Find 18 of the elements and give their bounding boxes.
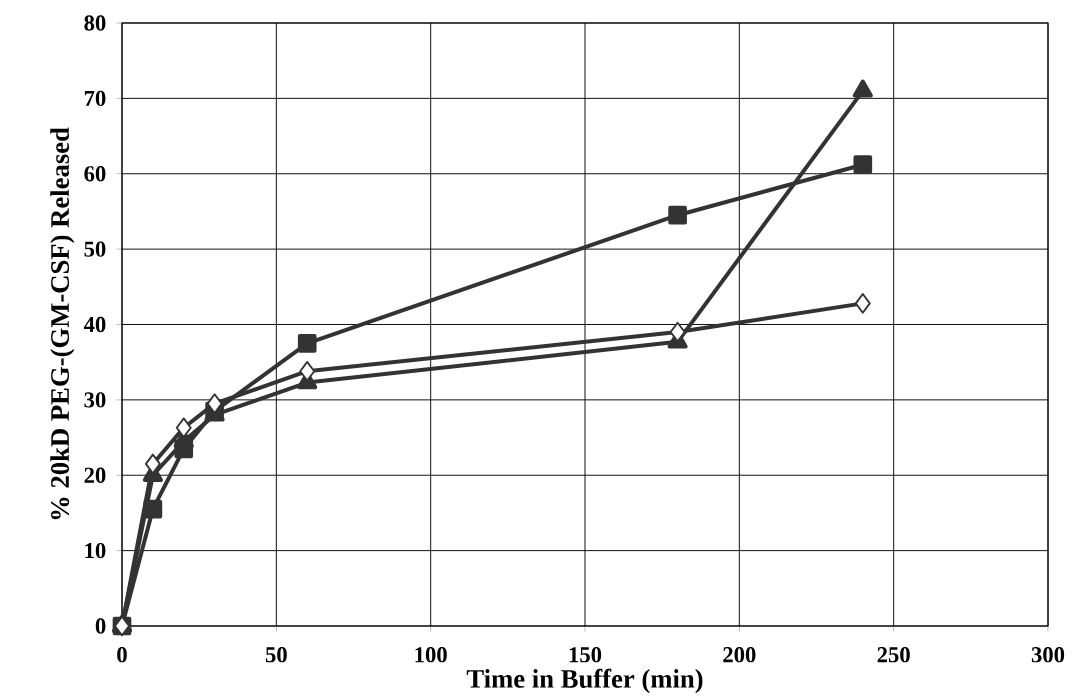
x-tick-label: 150: [569, 647, 602, 663]
y-tick-label: 80: [84, 15, 106, 31]
x-tick-label: 50: [265, 647, 287, 663]
x-tick-label: 250: [877, 647, 910, 663]
x-tick-label: 0: [117, 647, 127, 663]
x-tick-label: 300: [1031, 647, 1065, 663]
y-tick-label: 60: [84, 166, 106, 182]
y-tick-label: 10: [85, 542, 106, 559]
x-tick-label: 100: [415, 647, 447, 663]
x-tick-label: 200: [723, 647, 756, 663]
y-tick-label: 0: [95, 618, 106, 634]
y-axis-title: % 20kD PEG-(GM-CSF) Released: [50, 127, 75, 520]
y-tick-label: 40: [83, 316, 106, 333]
y-tick-label: 20: [84, 467, 106, 483]
y-tick-label: 70: [84, 90, 106, 107]
y-tick-label: 30: [84, 392, 106, 408]
y-tick-label: 50: [84, 241, 106, 257]
x-axis-title: Time in Buffer (min): [466, 668, 703, 694]
